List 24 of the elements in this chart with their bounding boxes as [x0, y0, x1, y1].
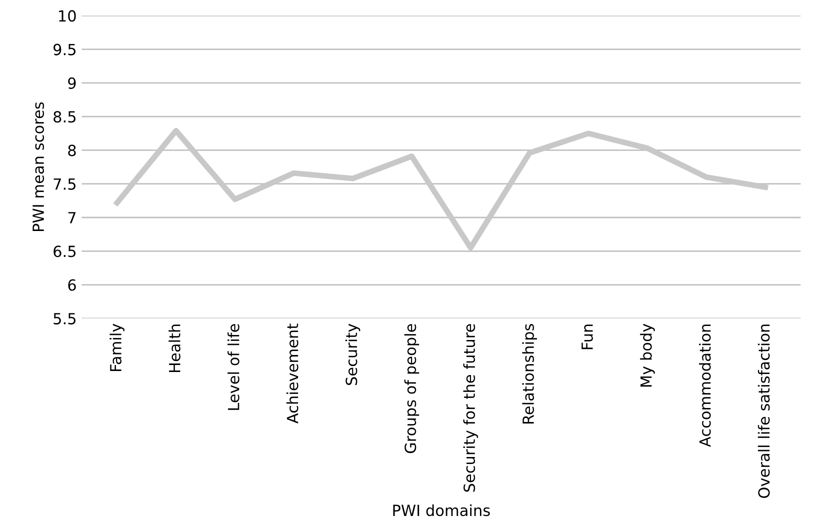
y-tick-label: 6.5: [54, 246, 76, 258]
x-tick-label: Fun: [582, 324, 593, 350]
x-tick-label: Overall life satisfaction: [758, 324, 770, 498]
x-axis-title: PWI domains: [393, 504, 490, 516]
x-tick-label: Achievement: [286, 324, 298, 424]
y-tick-label: 6: [68, 279, 76, 291]
y-tick-label: 7.5: [54, 178, 76, 190]
y-tick-label: 8: [68, 144, 76, 156]
x-tick-label: Groups of people: [404, 324, 420, 454]
x-tick-label: Accommodation: [698, 324, 711, 447]
y-tick-label: 9.5: [54, 44, 76, 56]
x-tick-label: Health: [168, 324, 180, 372]
x-tick-label: Relationships: [522, 324, 537, 424]
y-axis-title: PWI mean scores: [32, 102, 44, 231]
x-tick-label: Family: [110, 324, 124, 371]
y-tick-label: 9: [68, 77, 76, 89]
x-tick-label: Security: [345, 324, 360, 386]
y-tick-label: 7: [68, 212, 76, 224]
y-tick-label: 8.5: [54, 111, 76, 123]
y-tick-label: 10: [59, 10, 76, 22]
x-tick-label: Security for the future: [463, 324, 478, 492]
x-tick-label: Level of life: [228, 324, 240, 410]
x-tick-label: My body: [640, 324, 655, 387]
y-tick-label: 5.5: [54, 313, 76, 324]
